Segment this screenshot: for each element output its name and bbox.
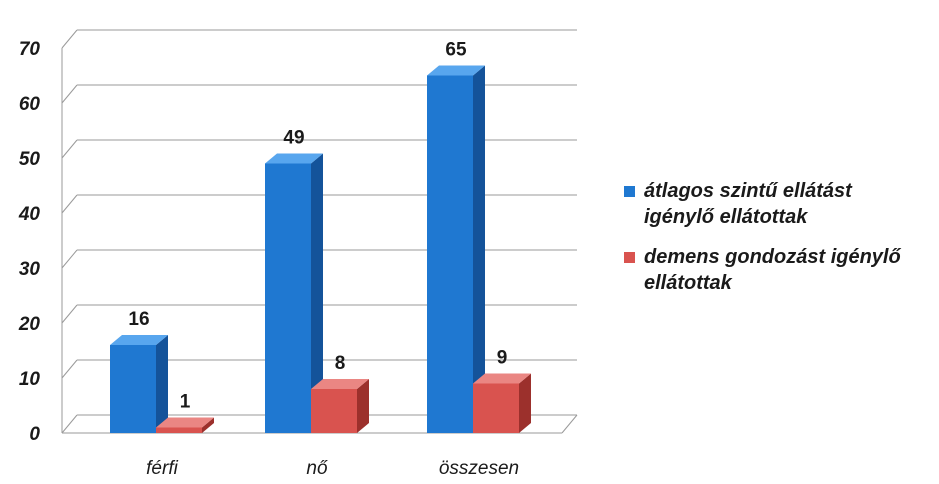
- bar-top: [473, 373, 531, 384]
- bar-top: [156, 417, 214, 428]
- chart-bars: [110, 65, 531, 433]
- data-label: 16: [128, 309, 149, 330]
- gridline-side: [61, 359, 78, 379]
- data-labels: 16 1 49 8 65 9: [128, 40, 507, 413]
- y-tick-label: 10: [19, 369, 41, 390]
- legend-item-series-1: átlagos szintű ellátást igénylő ellátott…: [622, 178, 922, 230]
- gridline-side: [61, 249, 78, 269]
- legend-label-series-1: átlagos szintű ellátást igénylő ellátott…: [644, 180, 852, 228]
- legend-swatch-series-2: [624, 252, 635, 263]
- data-label: 1: [180, 392, 191, 413]
- bar-side: [202, 417, 214, 433]
- y-tick-label: 60: [19, 94, 41, 115]
- bar-side: [357, 379, 369, 433]
- bar: [110, 345, 156, 433]
- bar: [473, 383, 519, 433]
- gridline-side: [61, 194, 78, 214]
- y-tick-label: 0: [29, 424, 40, 445]
- bar-side: [519, 373, 531, 433]
- bar-side: [156, 335, 168, 433]
- bar-top: [427, 65, 485, 76]
- data-label: 9: [497, 348, 508, 369]
- y-tick-label: 30: [19, 259, 41, 280]
- bar-side: [473, 65, 485, 433]
- x-tick-label: férfi: [146, 458, 178, 479]
- gridline-side: [61, 414, 78, 434]
- gridline-side: [61, 84, 78, 104]
- data-label: 49: [283, 128, 304, 149]
- y-axis-ticks: 0 10 20 30 40 50 60 70: [18, 39, 41, 445]
- y-tick-label: 40: [18, 204, 41, 225]
- legend-item-series-2: demens gondozást igénylő ellátottak: [622, 244, 922, 296]
- y-tick-label: 50: [19, 149, 41, 170]
- legend-label-series-2: demens gondozást igénylő ellátottak: [644, 246, 901, 294]
- floor-right-edge: [561, 414, 578, 434]
- legend-swatch-series-1: [624, 186, 635, 197]
- x-axis-ticks: férfi nő összesen: [146, 458, 519, 479]
- bar-side: [311, 153, 323, 433]
- bar-top: [265, 153, 323, 164]
- gridline-side: [61, 304, 78, 324]
- y-tick-label: 70: [19, 39, 41, 60]
- x-tick-label: összesen: [439, 458, 519, 479]
- data-label: 65: [445, 40, 467, 61]
- bar: [156, 427, 202, 433]
- bar: [427, 75, 473, 433]
- gridline-side: [61, 139, 78, 159]
- y-tick-label: 20: [18, 314, 41, 335]
- gridline-side: [61, 29, 78, 49]
- bar: [311, 389, 357, 433]
- bar-top: [311, 379, 369, 389]
- bar-top: [110, 335, 168, 345]
- bar: [265, 163, 311, 433]
- x-tick-label: nő: [306, 458, 328, 479]
- data-label: 8: [335, 353, 346, 374]
- chart-legend: átlagos szintű ellátást igénylő ellátott…: [622, 178, 922, 310]
